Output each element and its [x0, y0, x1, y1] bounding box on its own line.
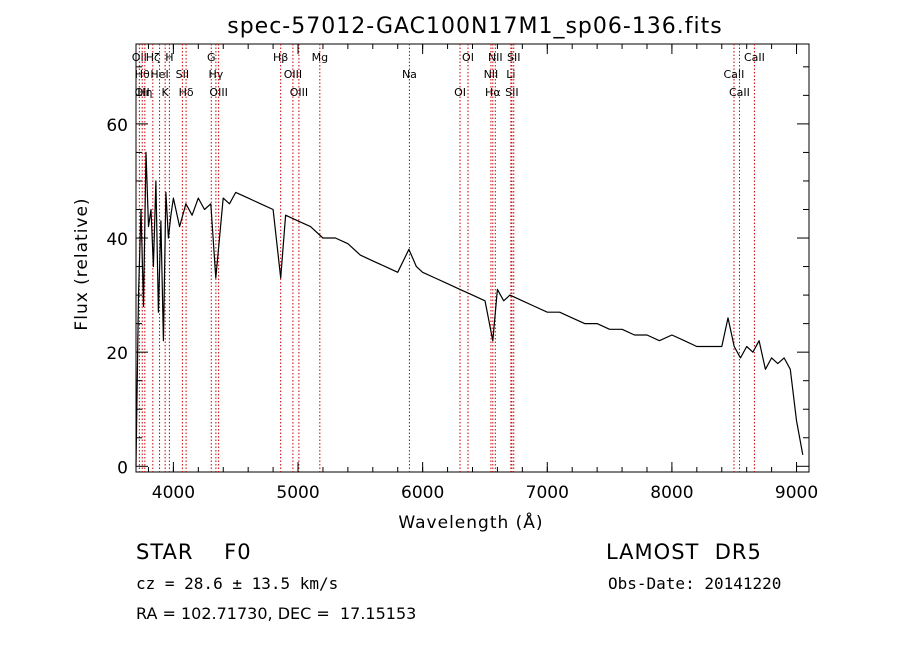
- chart-title: spec-57012-GAC100N17M1_sp06-136.fits: [227, 14, 723, 39]
- line-label-6-0: H: [165, 51, 173, 64]
- line-label-7-0: SII: [176, 68, 189, 81]
- x-tick-label-5: 9000: [775, 483, 818, 503]
- x-tick-label-1: 5000: [276, 483, 319, 503]
- line-label-23-0: SII: [505, 86, 518, 99]
- survey-name: LAMOST DR5: [606, 540, 762, 564]
- plot-frame: [135, 43, 810, 473]
- line-label-13-0: OIII: [284, 68, 302, 81]
- line-label-8-0: Hδ: [179, 86, 194, 99]
- line-label-1-0: Hθ: [135, 68, 150, 81]
- line-label-27-0: CaII: [744, 51, 765, 64]
- line-label-18-0: OI: [462, 51, 474, 64]
- x-tick-label-3: 7000: [526, 483, 569, 503]
- line-label-15-0: Mg: [312, 51, 328, 64]
- y-axis-label: Flux (relative): [72, 197, 92, 330]
- line-label-16-0: Na: [402, 68, 417, 81]
- x-tick-label-4: 8000: [650, 483, 693, 503]
- observation-date: Obs-Date: 20141220: [608, 574, 782, 593]
- line-label-25-0: CaII: [724, 68, 745, 81]
- x-tick-label-0: 4000: [152, 483, 195, 503]
- line-label-26-0: CaII: [729, 86, 750, 99]
- line-label-9-0: G: [207, 51, 216, 64]
- y-tick-label-0: 0: [117, 458, 128, 478]
- line-label-14-0: OIII: [290, 86, 308, 99]
- line-label-19-0: NII: [484, 68, 499, 81]
- y-tick-label-2: 40: [106, 230, 128, 250]
- line-label-21-0: NII: [488, 51, 503, 64]
- line-label-11-0: OIII: [209, 86, 227, 99]
- line-label-17-0: OI: [454, 86, 466, 99]
- line-label-20-0: Hα: [485, 86, 501, 99]
- y-tick-label-1: 20: [106, 344, 128, 364]
- line-label-0-0: OII: [132, 51, 147, 64]
- line-label-3-0: Hζ: [146, 51, 160, 64]
- line-label-12-0: Hβ: [273, 51, 288, 64]
- x-tick-label-2: 6000: [401, 483, 444, 503]
- y-tick-label-3: 60: [106, 116, 128, 136]
- spectrum-series-line: [135, 151, 804, 467]
- ra-dec-coordinates: RA = 102.71730, DEC = 17.15153: [136, 604, 417, 623]
- line-label-24-0: SII: [507, 51, 520, 64]
- line-label-5-0: K: [162, 86, 170, 99]
- line-label-22-0: Li: [506, 68, 515, 81]
- plot-area: OIIHθOIIHηHζHeIKHSIIHδGHγOIIIHβOIIIOIIIM…: [106, 43, 818, 503]
- x-axis-label: Wavelength (Å): [398, 511, 543, 533]
- redshift-cz: cz = 28.6 ± 13.5 km/s: [136, 574, 339, 593]
- line-label-2-0: Hη: [137, 86, 152, 99]
- line-label-10-0: Hγ: [208, 68, 223, 81]
- spectral-type: STAR F0: [136, 540, 252, 564]
- line-label-4-0: HeI: [150, 68, 168, 81]
